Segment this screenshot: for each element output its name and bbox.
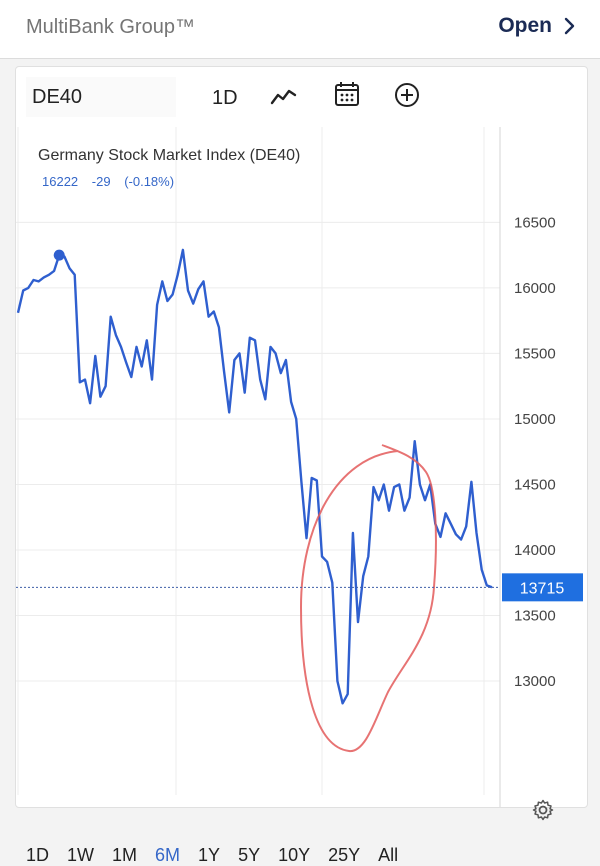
range-button-10y[interactable]: 10Y [278,845,311,865]
range-button-all[interactable]: All [378,845,399,865]
current-price-label: 13715 [520,580,565,597]
open-button[interactable]: Open [498,14,576,38]
settings-gear-icon[interactable] [532,799,554,826]
interval-button[interactable]: 1D [212,87,238,109]
range-selector: 1D 1W 1M 6M 1Y 5Y 10Y 25Y All [26,845,416,866]
y-tick-label: 15000 [514,411,556,428]
price-chart[interactable]: 13000 13500 14000 14500 15000 15500 16000 16500… [16,127,587,807]
y-tick-label: 15500 [514,345,556,362]
price-change: -29 [91,174,111,189]
y-tick-label: 13000 [514,673,556,690]
highlight-point-marker [53,249,65,261]
chart-area[interactable]: 13000 13500 14000 14500 15000 15500 16000 16500… [16,127,587,865]
symbol-input[interactable] [26,77,176,117]
calendar-icon[interactable] [334,81,360,107]
range-button-1y[interactable]: 1Y [198,845,221,865]
y-tick-label: 14500 [514,476,556,493]
current-price-tag [502,573,583,602]
range-button-25y[interactable]: 25Y [328,845,361,865]
range-button-5y[interactable]: 5Y [238,845,261,865]
y-tick-label: 16000 [514,280,556,297]
top-bar: MultiBank Group™ Open [0,0,600,59]
range-button-1d[interactable]: 1D [26,845,50,865]
range-button-1w[interactable]: 1W [67,845,95,865]
range-button-1m[interactable]: 1M [112,845,138,865]
brand-name: MultiBank Group™ [26,16,195,38]
line-chart-icon[interactable] [270,85,298,107]
y-tick-label: 13500 [514,608,556,625]
chevron-right-icon [564,17,575,35]
chart-title: Germany Stock Market Index (DE40) [38,147,301,164]
open-label: Open [498,14,552,37]
price-summary: 16222 -29 (-0.18%) [42,174,184,189]
price-change-percent: (-0.18%) [124,174,175,189]
last-price: 16222 [42,174,79,189]
y-tick-label: 14000 [514,542,556,559]
hand-drawn-annotation-circle [299,444,437,753]
y-tick-label: 16500 [514,214,556,231]
chart-card: 1D 13000 13500 [15,66,588,865]
chart-toolbar: 1D [16,67,587,127]
add-indicator-icon[interactable] [394,82,420,108]
range-button-6m[interactable]: 6M [155,845,181,865]
